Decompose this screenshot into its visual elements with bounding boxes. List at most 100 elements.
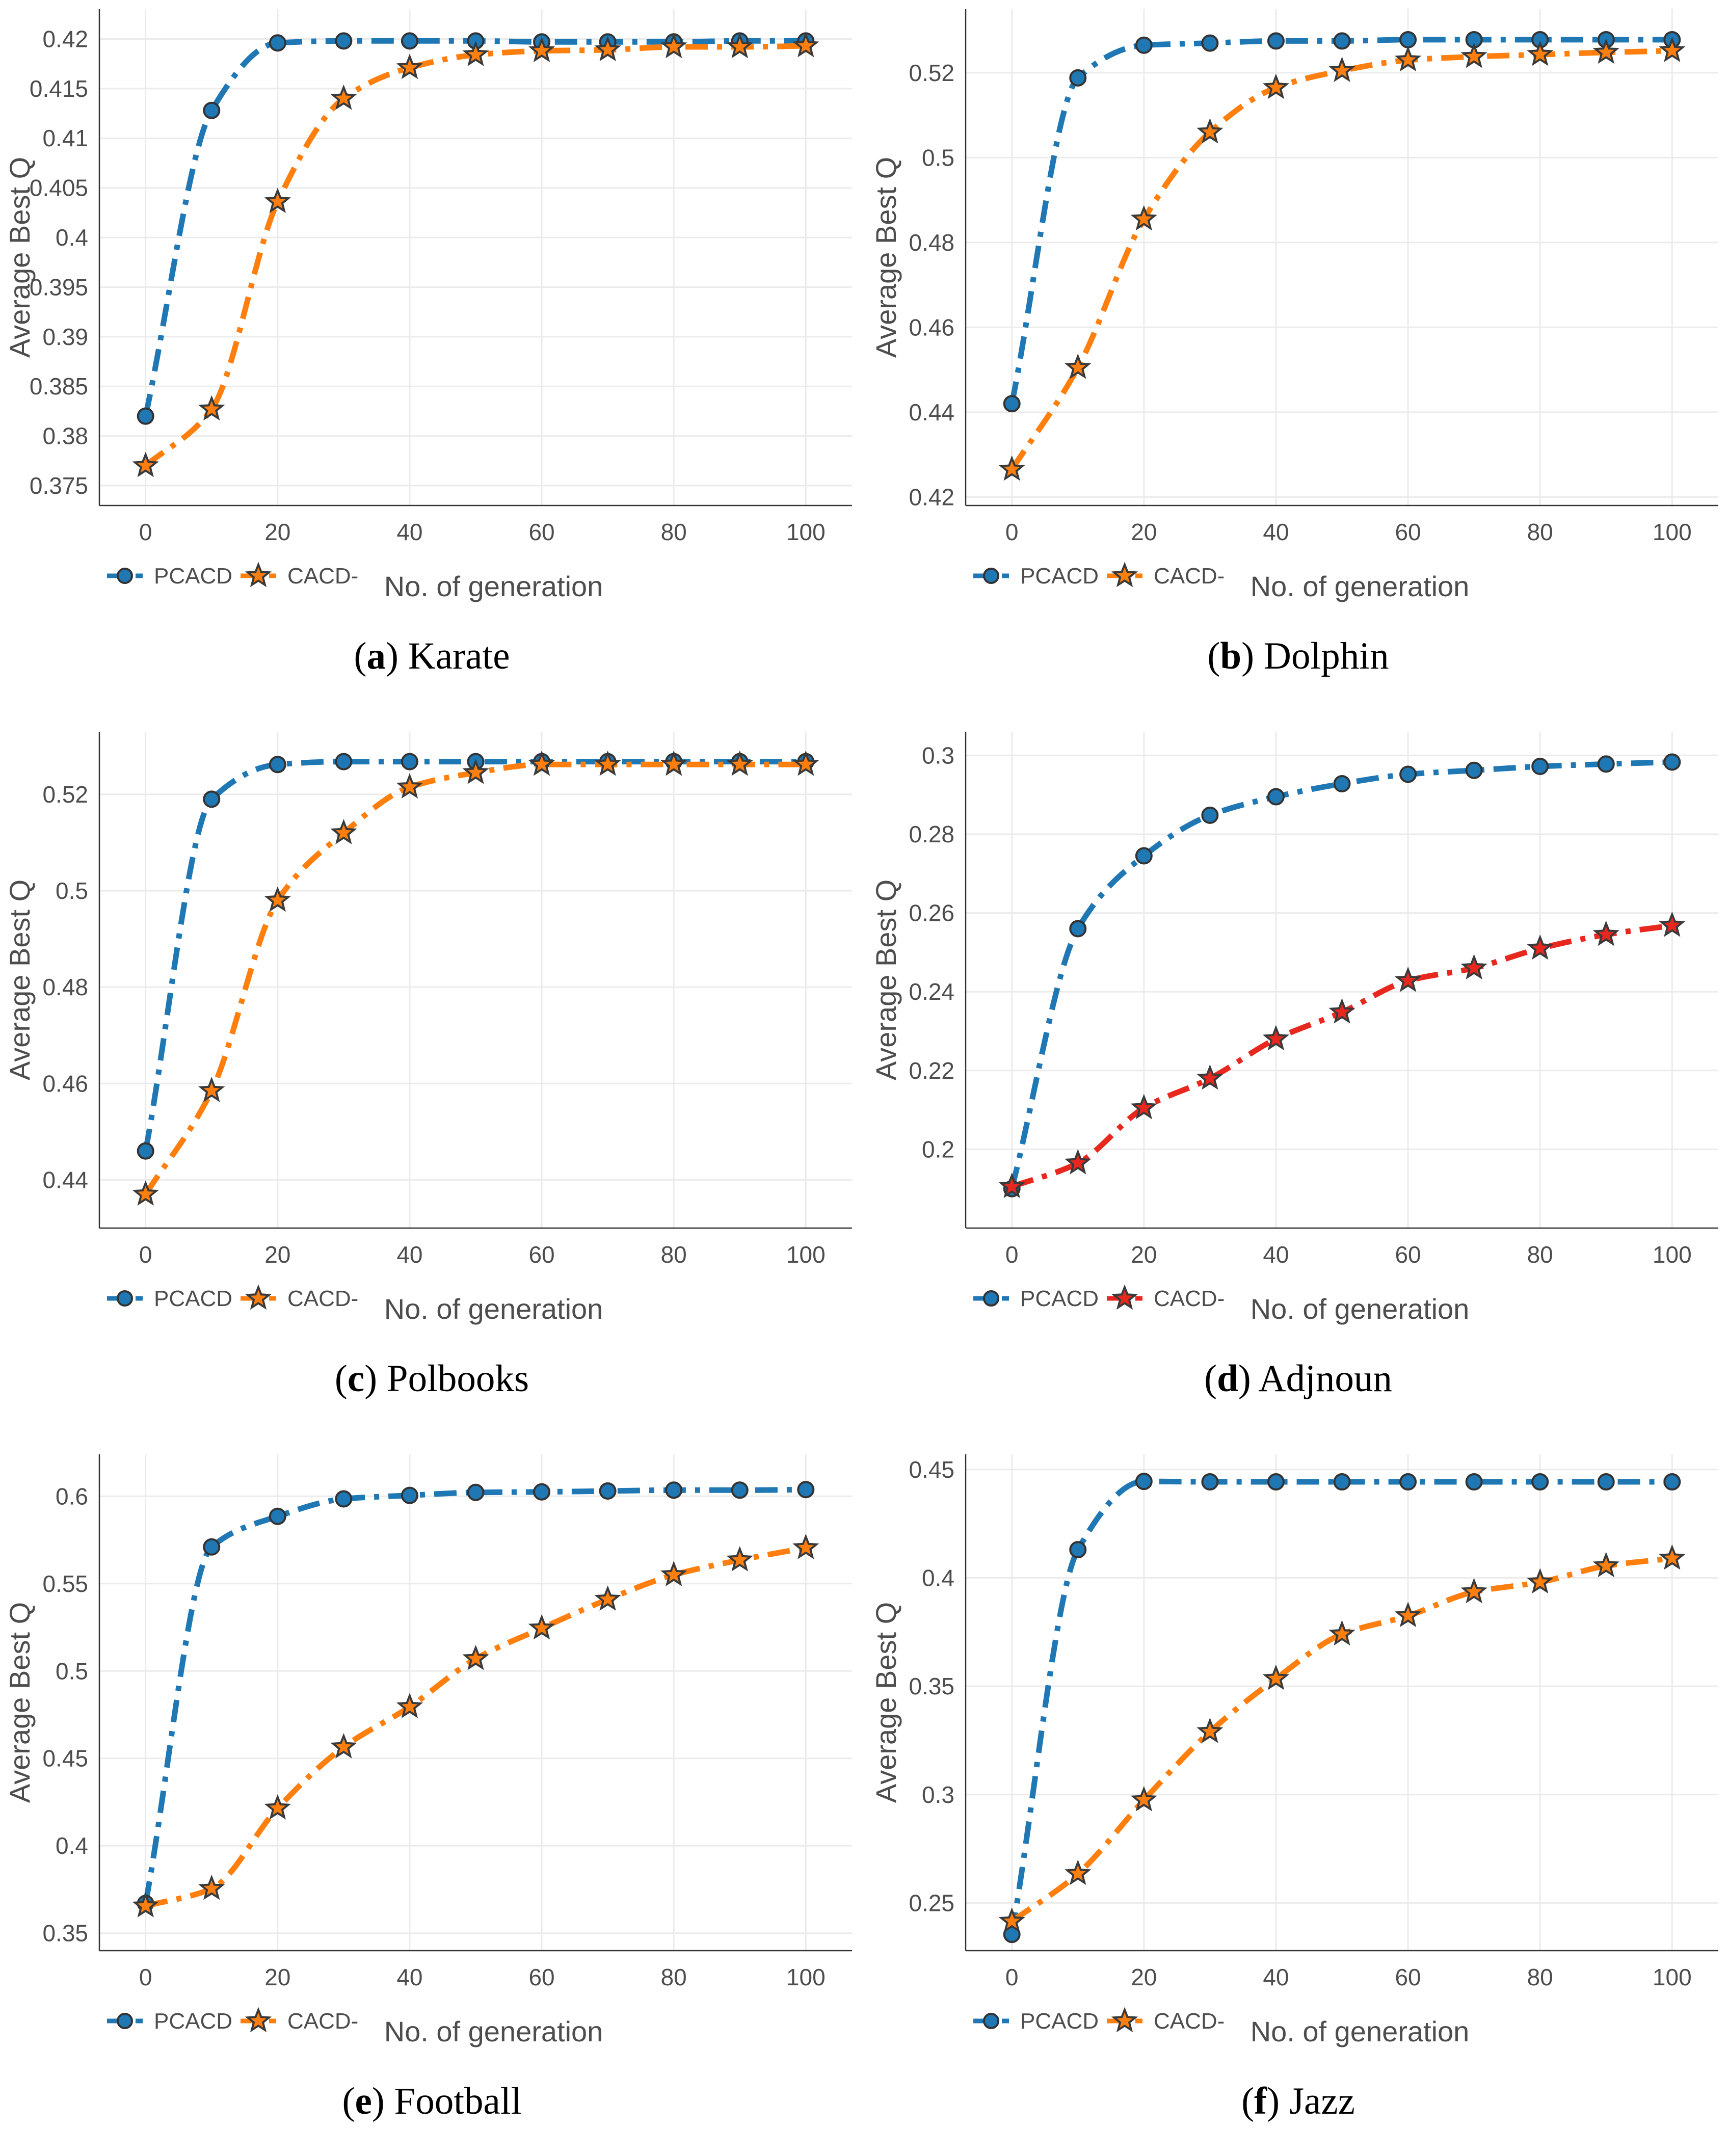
legend-label: CACD- xyxy=(1154,564,1225,589)
x-tick-label: 100 xyxy=(1653,1964,1692,1990)
data-point-star xyxy=(462,1644,489,1670)
panel-letter: d xyxy=(1217,1358,1238,1400)
data-point-circle xyxy=(335,1490,353,1508)
panel-letter: b xyxy=(1220,635,1242,677)
data-point-star xyxy=(528,37,555,63)
x-tick-label: 40 xyxy=(396,1964,422,1990)
legend-label: PCACD xyxy=(1020,2009,1099,2034)
legend-label: PCACD xyxy=(1020,564,1099,589)
x-tick-label: 100 xyxy=(786,1241,826,1268)
data-point-star xyxy=(528,750,555,776)
x-tick-label: 100 xyxy=(786,519,826,545)
series-line xyxy=(1009,1478,1672,1935)
y-tick-label: 0.4 xyxy=(922,1564,954,1591)
x-tick-label: 100 xyxy=(1653,1241,1692,1268)
y-axis-title: Average Best Q xyxy=(4,880,36,1080)
data-point-circle xyxy=(1201,34,1219,52)
gridlines xyxy=(99,9,852,505)
x-tick-label: 40 xyxy=(396,519,422,545)
data-point-star xyxy=(792,750,819,776)
legend: PCACD CACD- xyxy=(973,1284,1225,1311)
x-tick-label: 0 xyxy=(1005,1241,1019,1268)
x-tick-label: 60 xyxy=(1395,1241,1421,1268)
chart-panel-c: 0.44 0.46 0.48 0.5 0.52 0 20 40 60 80 100 Average B… xyxy=(0,723,864,1433)
y-axis-title: Average Best Q xyxy=(870,880,902,1080)
y-tick-label: 0.5 xyxy=(922,144,954,171)
legend-item: CACD- xyxy=(1107,1284,1225,1311)
y-tick-label: 0.46 xyxy=(42,1070,88,1097)
y-tick-label: 0.44 xyxy=(42,1166,88,1193)
series-cacd xyxy=(998,37,1686,481)
data-point-star xyxy=(594,36,621,62)
data-point-star xyxy=(1197,118,1224,144)
legend-item: CACD- xyxy=(241,562,358,589)
data-point-circle xyxy=(797,1481,815,1499)
data-point-circle xyxy=(1663,753,1681,771)
y-tick-label: 0.395 xyxy=(30,274,88,300)
panel-letter: e xyxy=(355,2080,372,2122)
data-point-circle xyxy=(1267,32,1285,50)
data-point-star xyxy=(792,1534,819,1559)
data-point-star xyxy=(198,395,225,421)
series-cacd xyxy=(132,32,819,477)
panel-title: Karate xyxy=(408,635,510,677)
x-tick-label: 80 xyxy=(1527,519,1553,545)
data-point-circle xyxy=(1333,1473,1351,1491)
data-point-circle xyxy=(1597,1473,1615,1491)
legend-item: PCACD xyxy=(973,2009,1099,2034)
legend-marker-circle xyxy=(117,2013,133,2029)
data-point-circle xyxy=(335,32,353,50)
data-point-circle xyxy=(1531,758,1549,776)
y-tick-label: 0.52 xyxy=(909,60,954,86)
x-tick-label: 80 xyxy=(1527,1964,1553,1990)
data-point-star xyxy=(726,1546,753,1572)
y-tick-label: 0.22 xyxy=(909,1057,954,1084)
data-point-circle xyxy=(1069,920,1087,938)
data-point-star xyxy=(1262,73,1290,99)
data-point-circle xyxy=(1399,765,1417,783)
legend: PCACD CACD- xyxy=(107,1284,358,1311)
data-point-circle xyxy=(1201,806,1219,824)
y-tick-label: 0.3 xyxy=(922,742,954,768)
chart-panel-f: 0.25 0.3 0.35 0.4 0.45 0 20 40 60 80 100 Average Be… xyxy=(866,1445,1728,2156)
data-point-circle xyxy=(1399,1473,1417,1491)
panel-title: Polbooks xyxy=(386,1358,529,1400)
x-tick-label: 20 xyxy=(1131,1964,1157,1990)
x-tick-label: 20 xyxy=(264,519,290,545)
data-point-star xyxy=(132,1892,159,1918)
data-point-star xyxy=(198,1874,225,1900)
data-point-star xyxy=(1262,1664,1290,1690)
x-tick-label: 80 xyxy=(1527,1241,1553,1268)
legend-label: CACD- xyxy=(1154,2009,1225,2034)
data-point-circle xyxy=(137,407,154,425)
legend-item: PCACD xyxy=(107,1286,232,1311)
x-axis-title: No. of generation xyxy=(1251,2015,1470,2047)
y-tick-label: 0.385 xyxy=(30,373,88,400)
data-point-circle xyxy=(401,1486,418,1504)
chart-svg: 0.25 0.3 0.35 0.4 0.45 0 20 40 60 80 100 Average Be… xyxy=(870,1454,1718,2047)
data-point-star xyxy=(396,54,423,79)
x-tick-label: 40 xyxy=(1263,1964,1289,1990)
y-tick-label: 0.28 xyxy=(909,821,954,847)
legend: PCACD CACD- xyxy=(973,562,1225,589)
data-point-circle xyxy=(1135,36,1153,54)
legend-marker-star xyxy=(245,562,272,588)
data-point-star xyxy=(1394,1602,1422,1628)
legend-marker-circle xyxy=(983,568,999,584)
data-point-circle xyxy=(1333,32,1351,50)
x-tick-label: 20 xyxy=(264,1964,290,1990)
data-point-circle xyxy=(269,1507,286,1525)
x-tick-label: 0 xyxy=(139,1964,152,1990)
panel-letter: f xyxy=(1254,2080,1267,2122)
data-point-circle xyxy=(137,1142,154,1160)
x-tick-label: 40 xyxy=(1263,1241,1289,1268)
series-cacd xyxy=(998,1544,1686,1933)
y-tick-label: 0.39 xyxy=(42,324,88,350)
x-tick-label: 60 xyxy=(528,1241,554,1268)
series-cacd xyxy=(998,911,1686,1199)
data-point-circle xyxy=(269,756,286,774)
x-tick-label: 0 xyxy=(1005,1964,1019,1990)
data-point-star xyxy=(1262,1025,1290,1051)
data-point-circle xyxy=(203,790,221,808)
data-point-star xyxy=(1460,42,1487,68)
